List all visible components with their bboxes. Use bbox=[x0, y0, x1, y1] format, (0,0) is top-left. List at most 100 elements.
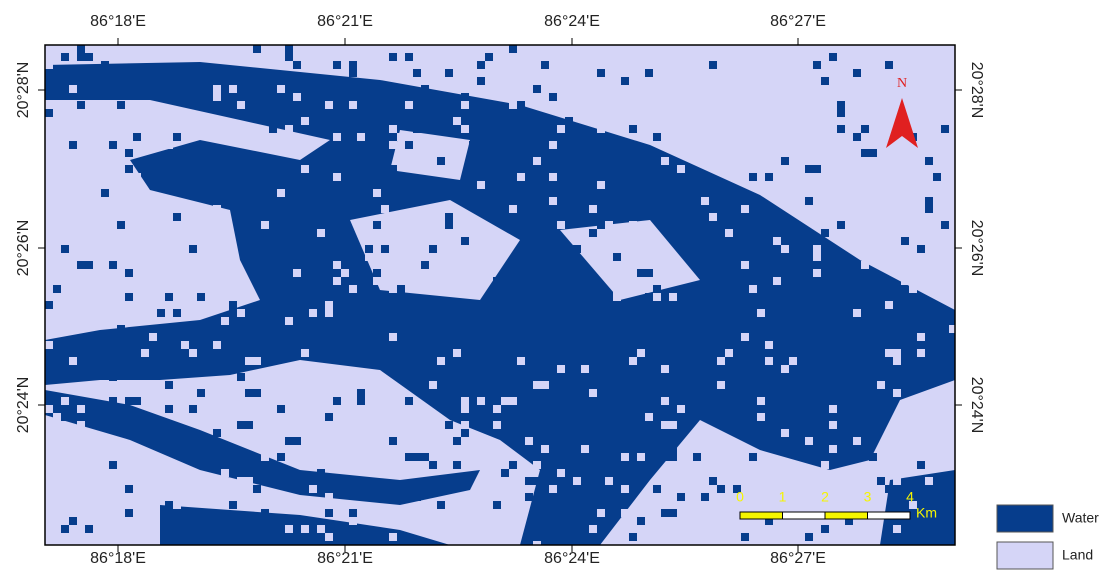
pixel bbox=[277, 453, 285, 461]
pixel bbox=[821, 229, 829, 237]
pixel bbox=[925, 61, 933, 69]
pixel bbox=[285, 125, 293, 133]
pixel bbox=[653, 213, 661, 221]
pixel bbox=[61, 525, 69, 533]
pixel bbox=[189, 333, 197, 341]
pixel bbox=[53, 285, 61, 293]
pixel bbox=[389, 533, 397, 541]
pixel bbox=[885, 53, 893, 61]
lat-label-right: 20°28'N bbox=[968, 62, 985, 119]
pixel bbox=[885, 349, 893, 357]
pixel bbox=[213, 429, 221, 437]
pixel bbox=[765, 341, 773, 349]
pixel bbox=[717, 125, 725, 133]
pixel bbox=[669, 421, 677, 429]
pixel bbox=[45, 405, 53, 413]
pixel bbox=[853, 157, 861, 165]
pixel bbox=[693, 437, 701, 445]
pixel bbox=[517, 69, 525, 77]
pixel bbox=[285, 45, 293, 53]
legend-swatch bbox=[997, 505, 1053, 532]
pixel bbox=[61, 413, 69, 421]
pixel bbox=[93, 117, 101, 125]
pixel bbox=[341, 213, 349, 221]
pixel bbox=[757, 413, 765, 421]
pixel bbox=[493, 277, 501, 285]
pixel bbox=[133, 229, 141, 237]
pixel bbox=[237, 309, 245, 317]
pixel bbox=[549, 181, 557, 189]
pixel bbox=[677, 85, 685, 93]
pixel bbox=[933, 173, 941, 181]
pixel bbox=[605, 157, 613, 165]
pixel bbox=[765, 317, 773, 325]
pixel bbox=[845, 45, 853, 53]
pixel bbox=[741, 293, 749, 301]
pixel bbox=[661, 397, 669, 405]
pixel bbox=[389, 437, 397, 445]
pixel bbox=[653, 285, 661, 293]
pixel bbox=[125, 509, 133, 517]
pixel bbox=[813, 245, 821, 253]
pixel bbox=[165, 405, 173, 413]
pixel bbox=[397, 309, 405, 317]
pixel bbox=[93, 517, 101, 525]
pixel bbox=[453, 437, 461, 445]
pixel bbox=[621, 269, 629, 277]
pixel bbox=[893, 525, 901, 533]
pixel bbox=[237, 173, 245, 181]
pixel bbox=[133, 173, 141, 181]
pixel bbox=[125, 165, 133, 173]
pixel bbox=[237, 421, 245, 429]
pixel bbox=[869, 149, 877, 157]
pixel bbox=[917, 333, 925, 341]
pixel bbox=[429, 229, 437, 237]
pixel bbox=[837, 101, 845, 109]
pixel bbox=[661, 421, 669, 429]
pixel bbox=[789, 405, 797, 413]
pixel bbox=[189, 349, 197, 357]
pixel bbox=[485, 77, 493, 85]
pixel bbox=[501, 469, 509, 477]
pixel bbox=[869, 85, 877, 93]
pixel bbox=[901, 469, 909, 477]
pixel bbox=[565, 445, 573, 453]
pixel bbox=[349, 101, 357, 109]
pixel bbox=[805, 341, 813, 349]
pixel bbox=[461, 125, 469, 133]
pixel bbox=[189, 245, 197, 253]
pixel bbox=[301, 53, 309, 61]
pixel bbox=[173, 133, 181, 141]
pixel bbox=[61, 77, 69, 85]
pixel bbox=[453, 461, 461, 469]
pixel bbox=[517, 317, 525, 325]
pixel bbox=[669, 453, 677, 461]
pixel bbox=[149, 333, 157, 341]
pixel bbox=[861, 149, 869, 157]
pixel bbox=[357, 197, 365, 205]
pixel bbox=[381, 205, 389, 213]
pixel bbox=[613, 301, 621, 309]
pixel bbox=[525, 333, 533, 341]
pixel bbox=[509, 221, 517, 229]
pixel bbox=[309, 101, 317, 109]
pixel bbox=[245, 421, 253, 429]
pixel bbox=[413, 125, 421, 133]
pixel bbox=[885, 61, 893, 69]
pixel bbox=[309, 405, 317, 413]
pixel bbox=[165, 525, 173, 533]
pixel bbox=[557, 325, 565, 333]
pixel bbox=[589, 205, 597, 213]
pixel bbox=[253, 333, 261, 341]
pixel bbox=[813, 269, 821, 277]
pixel bbox=[669, 493, 677, 501]
pixel bbox=[301, 525, 309, 533]
lon-label-top: 86°21'E bbox=[317, 13, 373, 30]
scale-label: 1 bbox=[779, 489, 787, 505]
pixel bbox=[661, 509, 669, 517]
pixel bbox=[341, 237, 349, 245]
pixel bbox=[573, 149, 581, 157]
pixel bbox=[85, 525, 93, 533]
pixel bbox=[213, 205, 221, 213]
pixel bbox=[173, 309, 181, 317]
